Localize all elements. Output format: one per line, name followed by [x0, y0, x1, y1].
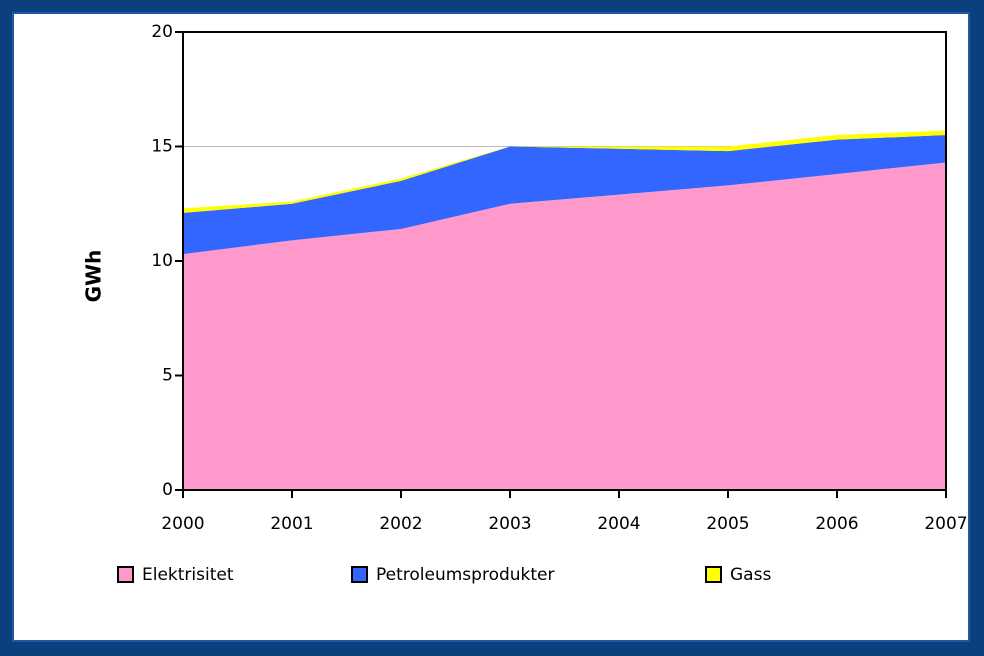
x-tick-label: 2006: [815, 514, 858, 534]
legend-swatch: [705, 566, 722, 583]
x-tick-label: 2000: [161, 514, 204, 534]
x-tick-label: 2001: [270, 514, 313, 534]
x-tick-label: 2005: [706, 514, 749, 534]
area: [183, 130, 946, 213]
plot-border: [182, 31, 947, 491]
y-tick-label: 10: [151, 251, 173, 271]
legend-label: Gass: [730, 565, 771, 585]
y-tick-label: 20: [151, 22, 173, 42]
y-tick-label: 5: [162, 366, 173, 386]
x-tick-label: 2002: [379, 514, 422, 534]
x-tick-label: 2004: [597, 514, 640, 534]
y-axis-label: GWh: [82, 250, 106, 303]
y-tick-label: 15: [151, 137, 173, 157]
legend-label: Petroleumsprodukter: [376, 565, 555, 585]
area: [183, 135, 946, 255]
legend-label: Elektrisitet: [142, 565, 234, 585]
x-tick-label: 2007: [924, 514, 967, 534]
y-tick-label: 0: [162, 480, 173, 500]
area: [183, 162, 946, 490]
x-tick-label: 2003: [488, 514, 531, 534]
legend-swatch: [351, 566, 368, 583]
legend-swatch: [117, 566, 134, 583]
